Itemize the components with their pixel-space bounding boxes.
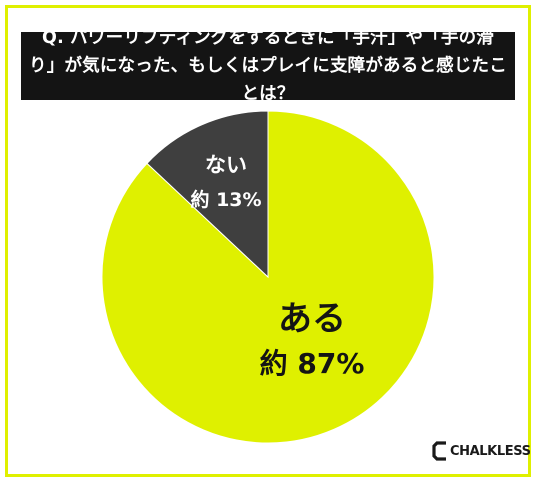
chalkless-logo-icon: [432, 441, 446, 461]
chalkless-logo: CHALKLESS: [432, 441, 531, 461]
brand-name: CHALKLESS: [450, 443, 531, 459]
question-banner: Q. パワーリフティングをするときに「手汗」や「手の滑り」が気になった、もしくは…: [21, 28, 515, 104]
slice-value-label: 約 13%: [190, 188, 261, 211]
slice-value-label: 約 87%: [260, 347, 365, 380]
slice-category-label: ある: [278, 299, 346, 339]
slice-category-label: ない: [205, 153, 247, 177]
question-text: Q. パワーリフティングをするときに「手汗」や「手の滑り」が気になった、もしくは…: [29, 28, 507, 104]
pie-slice-nai: [146, 110, 269, 279]
